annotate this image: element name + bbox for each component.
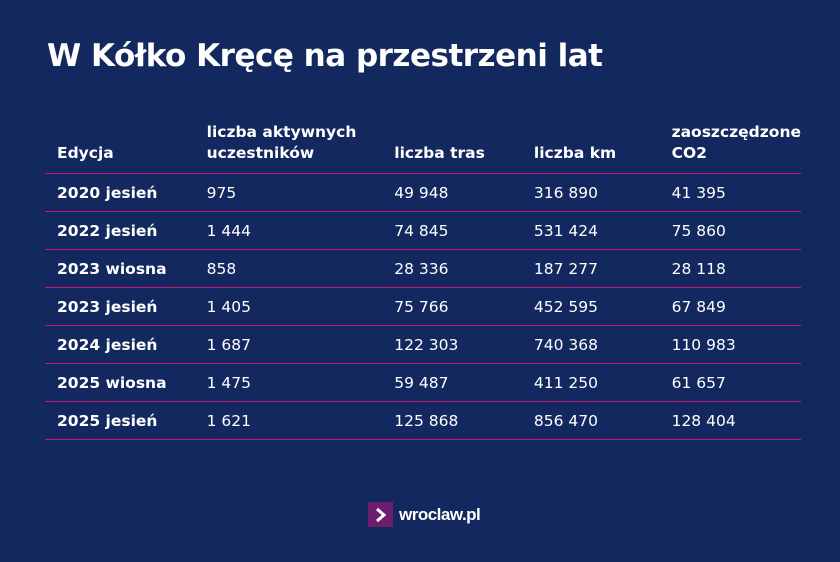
edition-cell: 2025 wiosna xyxy=(45,363,207,402)
value-cell: 1 687 xyxy=(206,325,395,364)
table-row: 2025 wiosna 1 475 59 487 411 250 61 657 xyxy=(45,363,801,402)
column-header: liczba tras xyxy=(394,122,534,174)
header-row: Edycja liczba aktywnych uczestników liczba… xyxy=(45,122,801,174)
value-cell: 411 250 xyxy=(533,363,672,402)
value-cell: 28 118 xyxy=(671,249,801,288)
value-cell: 1 475 xyxy=(206,363,395,402)
value-cell: 856 470 xyxy=(533,401,672,440)
value-cell: 531 424 xyxy=(533,211,672,250)
value-cell: 67 849 xyxy=(671,287,801,326)
edition-cell: 2023 wiosna xyxy=(45,249,207,288)
value-cell: 122 303 xyxy=(394,325,534,364)
value-cell: 61 657 xyxy=(671,363,801,402)
table-row: 2022 jesień 1 444 74 845 531 424 75 860 xyxy=(45,211,801,250)
table-row: 2025 jesień 1 621 125 868 856 470 128 404 xyxy=(45,401,801,440)
table-row: 2024 jesień 1 687 122 303 740 368 110 983 xyxy=(45,325,801,364)
value-cell: 1 621 xyxy=(206,401,395,440)
value-cell: 740 368 xyxy=(533,325,672,364)
value-cell: 316 890 xyxy=(533,173,672,212)
column-header: Edycja xyxy=(45,122,207,174)
value-cell: 1 405 xyxy=(206,287,395,326)
value-cell: 187 277 xyxy=(533,249,672,288)
edition-cell: 2020 jesień xyxy=(45,173,207,212)
value-cell: 59 487 xyxy=(394,363,534,402)
column-header: zaoszczędzone CO2 xyxy=(671,122,801,174)
column-header: liczba aktywnych uczestników xyxy=(206,122,395,174)
value-cell: 452 595 xyxy=(533,287,672,326)
edition-cell: 2022 jesień xyxy=(45,211,207,250)
value-cell: 975 xyxy=(206,173,395,212)
value-cell: 41 395 xyxy=(671,173,801,212)
value-cell: 858 xyxy=(206,249,395,288)
edition-cell: 2025 jesień xyxy=(45,401,207,440)
data-table: Edycja liczba aktywnych uczestników liczba… xyxy=(45,122,801,440)
value-cell: 110 983 xyxy=(671,325,801,364)
logo-text: wroclaw.pl xyxy=(399,504,481,524)
wroclaw-logo: wroclaw.pl xyxy=(368,502,481,527)
value-cell: 1 444 xyxy=(206,211,395,250)
page-title: W Kółko Kręcę na przestrzeni lat xyxy=(47,38,603,74)
table-row: 2023 jesień 1 405 75 766 452 595 67 849 xyxy=(45,287,801,326)
table-row: 2023 wiosna 858 28 336 187 277 28 118 xyxy=(45,249,801,288)
value-cell: 128 404 xyxy=(671,401,801,440)
chevron-right-icon xyxy=(368,502,393,527)
value-cell: 125 868 xyxy=(394,401,534,440)
value-cell: 49 948 xyxy=(394,173,534,212)
edition-cell: 2023 jesień xyxy=(45,287,207,326)
table-row: 2020 jesień 975 49 948 316 890 41 395 xyxy=(45,173,801,212)
value-cell: 75 860 xyxy=(671,211,801,250)
edition-cell: 2024 jesień xyxy=(45,325,207,364)
value-cell: 75 766 xyxy=(394,287,534,326)
value-cell: 28 336 xyxy=(394,249,534,288)
column-header: liczba km xyxy=(533,122,672,174)
value-cell: 74 845 xyxy=(394,211,534,250)
